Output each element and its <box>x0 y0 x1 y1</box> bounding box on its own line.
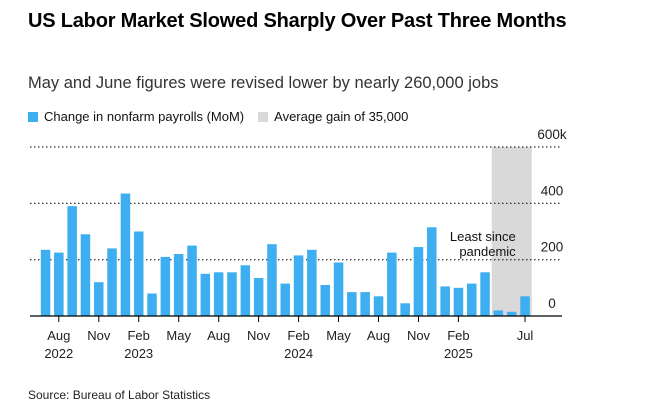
bar <box>307 249 317 316</box>
bar <box>160 256 171 316</box>
source-note: Source: Bureau of Labor Statistics <box>28 388 211 402</box>
bar <box>506 311 517 316</box>
bar <box>400 303 410 316</box>
x-tick-year-label: 2024 <box>284 346 313 361</box>
bar <box>173 254 184 316</box>
bar <box>134 231 144 316</box>
bar <box>253 278 264 316</box>
bar <box>347 292 357 316</box>
bar <box>213 272 224 316</box>
bar <box>147 293 157 316</box>
bar <box>480 272 490 316</box>
x-tick-year-label: 2022 <box>44 346 73 361</box>
bar <box>387 252 397 316</box>
legend-label-average: Average gain of 35,000 <box>274 109 409 124</box>
bar <box>67 206 77 316</box>
x-tick-label: Nov <box>247 328 271 343</box>
bar <box>187 245 197 316</box>
bar-chart: 0 200 400 600k Aug 2022 Nov Feb 2023 May Aug Nov Feb… <box>30 127 567 361</box>
bar <box>440 286 450 316</box>
annotation-line-2: pandemic <box>459 244 516 259</box>
bar <box>320 285 330 316</box>
x-tick-label: May <box>326 328 351 343</box>
bar <box>80 234 91 316</box>
bar <box>267 244 277 316</box>
bar <box>453 287 464 316</box>
y-tick-label: 0 <box>548 296 556 311</box>
bar <box>94 282 104 316</box>
x-tick-label: Aug <box>47 328 70 343</box>
bar <box>227 272 237 316</box>
x-tick-year-label: 2023 <box>124 346 153 361</box>
highlight-band <box>491 147 532 316</box>
bar <box>493 310 504 316</box>
x-tick-label: May <box>166 328 191 343</box>
x-tick-label: Aug <box>367 328 390 343</box>
x-tick-label: Feb <box>287 328 309 343</box>
bar <box>520 296 530 316</box>
bar <box>467 283 477 316</box>
legend: Change in nonfarm payrolls (MoM) Average… <box>28 109 422 124</box>
legend-item-average: Average gain of 35,000 <box>258 109 408 124</box>
x-tick-label: Feb <box>447 328 469 343</box>
bar <box>413 247 424 316</box>
legend-swatch-payrolls <box>28 111 38 122</box>
bar <box>280 283 290 316</box>
bar <box>240 265 251 316</box>
bar <box>427 227 437 316</box>
x-tick-label: Feb <box>127 328 149 343</box>
chart-title: US Labor Market Slowed Sharply Over Past… <box>28 10 567 32</box>
bar <box>293 255 304 316</box>
annotation-line-1: Least since <box>450 229 516 244</box>
bar <box>40 249 51 316</box>
bar <box>120 193 131 316</box>
bar <box>373 296 384 316</box>
chart-subtitle: May and June figures were revised lower … <box>28 74 499 92</box>
x-tick-label: Jul <box>517 328 534 343</box>
bar <box>333 262 344 316</box>
bar <box>54 252 64 316</box>
x-tick-year-label: 2025 <box>444 346 473 361</box>
legend-item-payrolls: Change in nonfarm payrolls (MoM) <box>28 109 244 124</box>
x-tick-label: Aug <box>207 328 230 343</box>
legend-swatch-average <box>258 111 269 122</box>
x-tick-label: Nov <box>407 328 431 343</box>
y-tick-label: 600k <box>537 127 567 142</box>
y-tick-label: 200 <box>541 240 564 255</box>
legend-label-payrolls: Change in nonfarm payrolls (MoM) <box>44 109 245 124</box>
y-tick-label: 400 <box>541 183 564 198</box>
bar <box>200 273 211 317</box>
bar <box>360 292 370 316</box>
bar <box>107 248 117 316</box>
x-tick-label: Nov <box>87 328 111 343</box>
